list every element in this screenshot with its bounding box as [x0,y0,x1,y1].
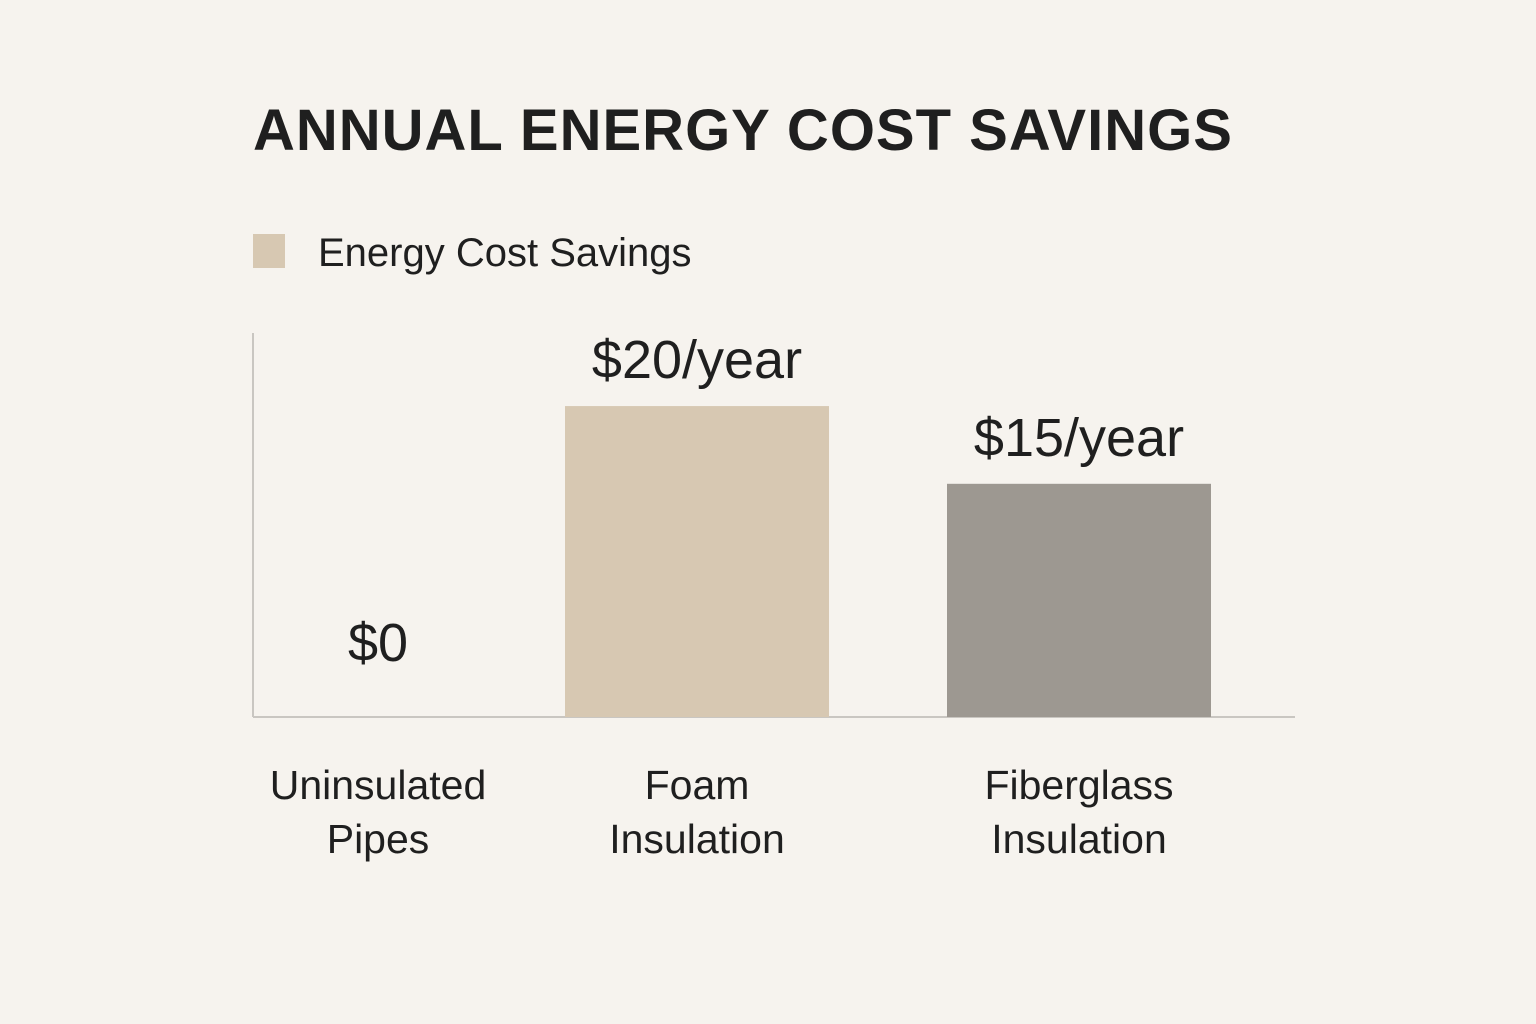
category-label-2-line-0: Fiberglass [984,762,1173,808]
category-label-2-line-1: Insulation [991,816,1167,862]
value-label-2: $15/year [974,408,1184,468]
category-label-0-line-0: Uninsulated [270,762,487,808]
category-label-0-line-1: Pipes [327,816,430,862]
labels-group: $0 Uninsulated Pipes $20/year Foam Insulation… [270,330,1184,862]
legend-label: Energy Cost Savings [318,231,692,275]
category-label-1-line-1: Insulation [609,816,785,862]
chart-title: ANNUAL ENERGY COST SAVINGS [253,98,1233,163]
value-label-1: $20/year [592,330,802,390]
bars-group [565,406,1211,717]
value-label-0: $0 [348,613,408,673]
legend-swatch [253,234,285,268]
bar-2 [947,483,1211,717]
category-label-1-line-0: Foam [645,762,750,808]
bar-1 [565,406,829,717]
